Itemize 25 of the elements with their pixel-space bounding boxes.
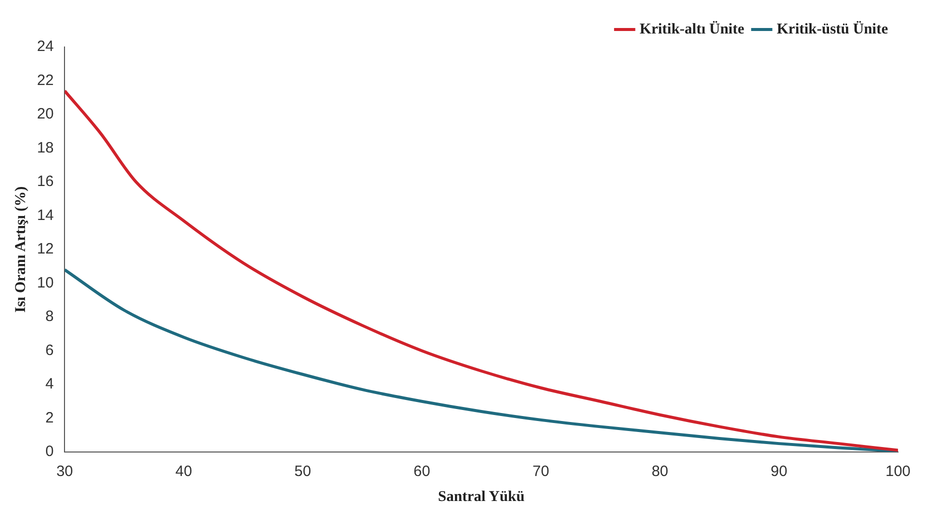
x-tick-label: 70 <box>532 463 550 480</box>
y-tick-label: 16 <box>36 173 54 190</box>
x-tick-label: 50 <box>294 463 312 480</box>
y-axis-title: Isı Oranı Artışı (%) <box>12 186 29 313</box>
y-tick-label: 20 <box>36 106 54 123</box>
legend-label: Kritik-üstü Ünite <box>776 20 888 38</box>
y-tick-label: 2 <box>45 409 54 426</box>
x-tick-label: 100 <box>885 463 911 480</box>
x-tick-label: 30 <box>56 463 74 480</box>
y-tick-label: 6 <box>45 342 54 359</box>
x-tick-label: 80 <box>652 463 668 480</box>
x-axis-title: Santral Yükü <box>438 488 525 505</box>
y-tick-label: 14 <box>36 206 54 224</box>
y-tick-label: 24 <box>36 38 54 56</box>
x-tick-label: 60 <box>413 463 430 480</box>
y-tick-label: 0 <box>45 443 54 460</box>
legend-label: Kritik-altı Ünite <box>640 20 745 38</box>
y-tick-label: 22 <box>36 72 54 89</box>
y-tick-label: 10 <box>36 274 54 292</box>
y-tick-label: 8 <box>45 308 54 326</box>
x-tick-label: 40 <box>175 463 192 480</box>
y-tick-label: 12 <box>36 240 54 258</box>
x-tick-label: 90 <box>770 463 788 480</box>
y-tick-label: 4 <box>45 376 54 393</box>
y-tick-label: 18 <box>36 139 54 156</box>
